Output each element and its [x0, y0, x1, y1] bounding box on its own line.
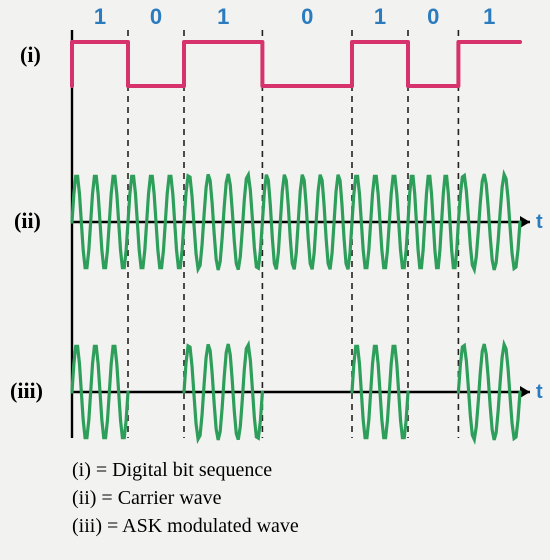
carrier-wave — [72, 176, 128, 267]
legend-item: (ii) = Carrier wave — [72, 487, 222, 509]
t-label-modulated: t — [536, 381, 543, 403]
ask-wave-segment — [458, 344, 520, 440]
bit-label: 0 — [150, 4, 162, 29]
carrier-wave — [128, 176, 184, 267]
bit-label: 0 — [427, 4, 439, 29]
bit-label: 1 — [483, 4, 495, 29]
carrier-wave — [458, 174, 520, 270]
digital-wave — [72, 42, 520, 86]
t-label-carrier: t — [536, 211, 543, 233]
bit-label: 0 — [301, 4, 313, 29]
row-label-carrier: (ii) — [14, 208, 41, 233]
ask-wave-segment — [352, 346, 408, 437]
legend-item: (i) = Digital bit sequence — [72, 459, 272, 481]
row-label-digital: (i) — [20, 42, 41, 67]
bit-label: 1 — [374, 4, 386, 29]
carrier-wave — [352, 176, 408, 267]
ask-modulation-diagram: 1 0 1 0 1 0 1 (i) (ii) t (iii) t (i) = Digital bit s… — [0, 0, 550, 560]
ask-wave-segment — [72, 346, 128, 437]
row-label-modulated: (iii) — [10, 378, 43, 403]
legend-item: (iii) = ASK modulated wave — [72, 515, 299, 537]
carrier-wave — [408, 176, 458, 267]
bit-label: 1 — [217, 4, 229, 29]
diagram-svg: 1 0 1 0 1 0 1 (i) (ii) t (iii) t (i) = Digital bit s… — [0, 0, 550, 560]
bit-label: 1 — [94, 4, 106, 29]
